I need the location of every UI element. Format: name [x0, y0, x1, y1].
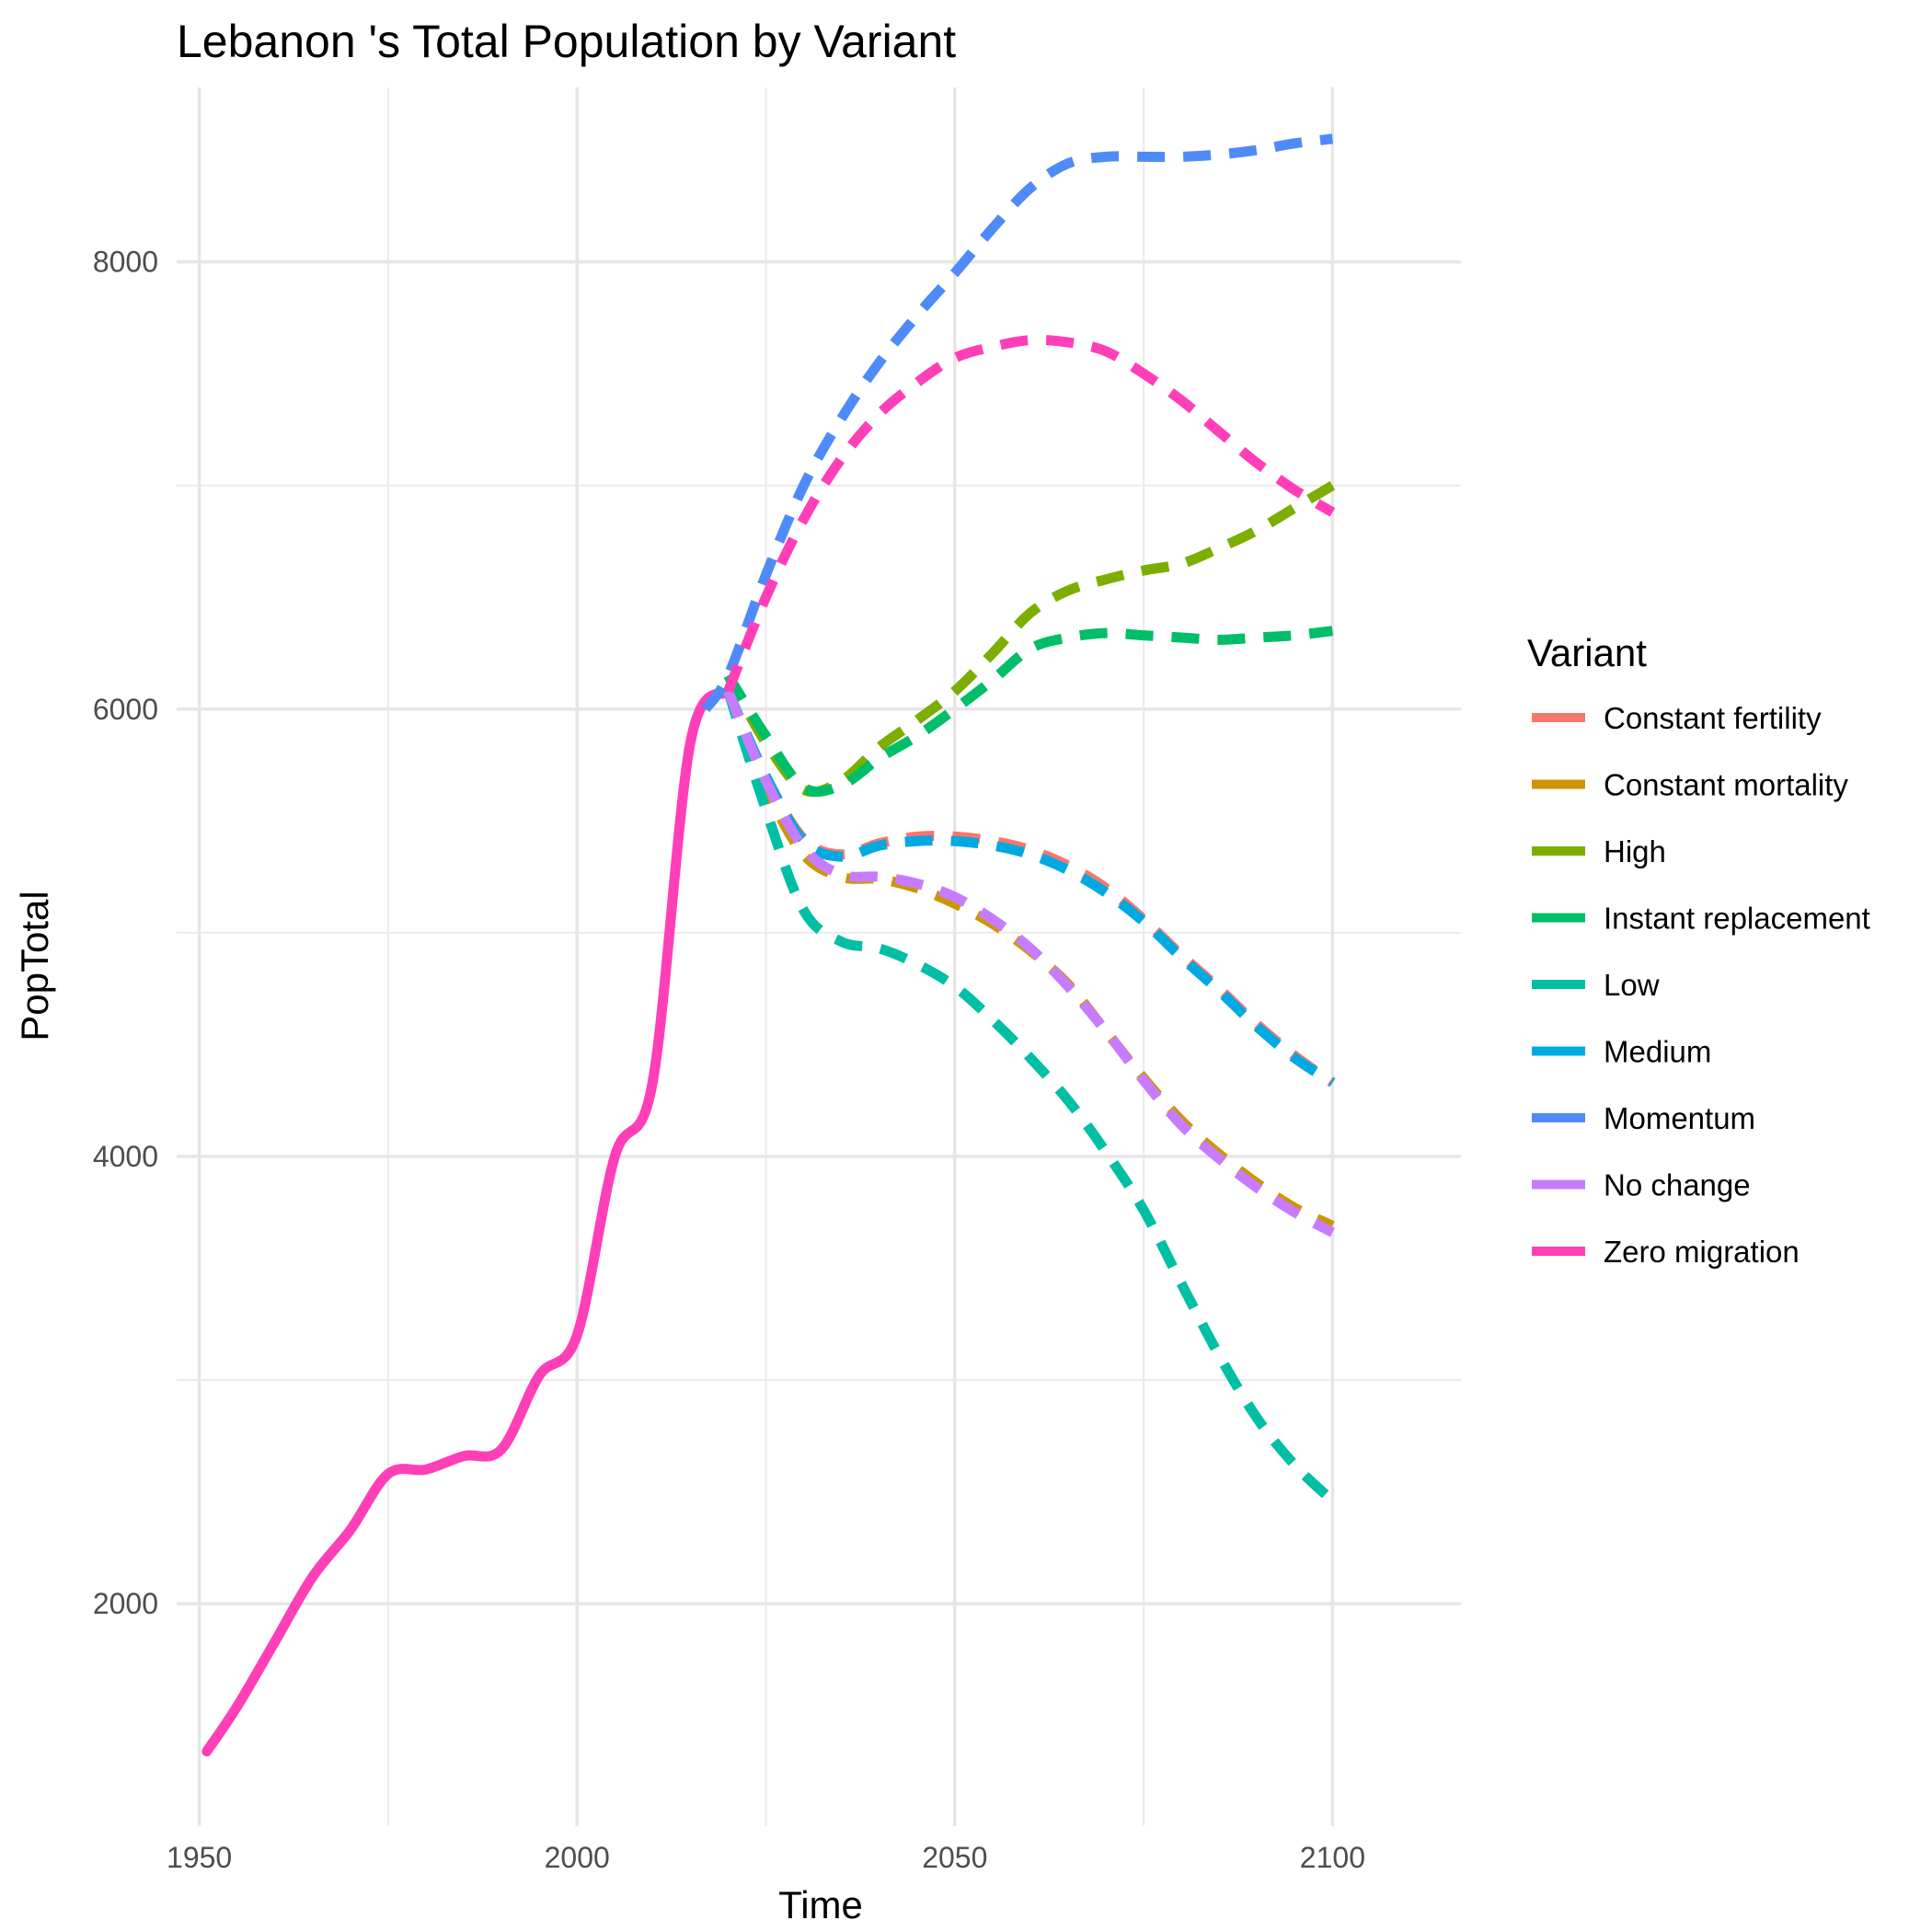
series-line-instant-replacement: [723, 626, 1334, 797]
legend-label: No change: [1604, 1168, 1751, 1202]
legend-item-high: High: [1532, 834, 1666, 868]
plot-lines: [201, 133, 1337, 1757]
x-tick-label: 2000: [545, 1841, 610, 1874]
y-axis-ticks: 2000 4000 6000 8000: [93, 246, 158, 1621]
legend-items: Constant fertility Constant mortality High…: [1532, 701, 1870, 1269]
x-tick-label: 2100: [1300, 1841, 1365, 1874]
legend-item-constant-fertility: Constant fertility: [1532, 701, 1822, 735]
y-tick-label: 2000: [93, 1587, 158, 1620]
legend-item-instant-replacement: Instant replacement: [1532, 902, 1870, 936]
series-line-momentum: [701, 133, 1334, 713]
legend-label: Constant mortality: [1604, 768, 1848, 802]
y-axis-title: PopTotal: [13, 891, 56, 1041]
series-line-zero-migration: [723, 334, 1336, 694]
series-line-medium: [723, 689, 1336, 1087]
y-tick-label: 8000: [93, 246, 158, 279]
legend-title: Variant: [1527, 631, 1647, 674]
legend-label: Zero migration: [1604, 1235, 1800, 1269]
legend-item-momentum: Momentum: [1532, 1101, 1755, 1135]
series-line-no-change: [723, 689, 1335, 1237]
y-tick-label: 4000: [93, 1140, 158, 1173]
legend-label: Constant fertility: [1604, 701, 1822, 735]
chart-title: Lebanon 's Total Population by Variant: [177, 16, 956, 67]
legend-label: Medium: [1604, 1035, 1711, 1069]
legend-label: Momentum: [1604, 1101, 1755, 1135]
x-axis-title: Time: [778, 1883, 863, 1926]
legend-label: Low: [1604, 968, 1660, 1002]
x-tick-label: 2050: [922, 1841, 987, 1874]
x-axis-ticks: 1950 2000 2050 2100: [167, 1841, 1365, 1874]
historical-line: [201, 685, 733, 1757]
series-line-constant-mortality: [723, 689, 1335, 1231]
plot-grid: [177, 87, 1461, 1826]
series-line-constant-fertility: [723, 689, 1336, 1087]
legend-item-medium: Medium: [1532, 1035, 1711, 1069]
legend: Variant Constant fertility Constant morta…: [1527, 631, 1870, 1269]
legend-label: High: [1604, 834, 1666, 868]
legend-item-constant-mortality: Constant mortality: [1532, 768, 1848, 802]
legend-item-low: Low: [1532, 968, 1660, 1002]
series-line-low: [723, 689, 1337, 1505]
legend-item-zero-migration: Zero migration: [1532, 1235, 1800, 1269]
legend-item-no-change: No change: [1532, 1168, 1751, 1202]
legend-label: Instant replacement: [1604, 902, 1870, 936]
y-tick-label: 6000: [93, 693, 158, 726]
x-tick-label: 1950: [167, 1841, 232, 1874]
